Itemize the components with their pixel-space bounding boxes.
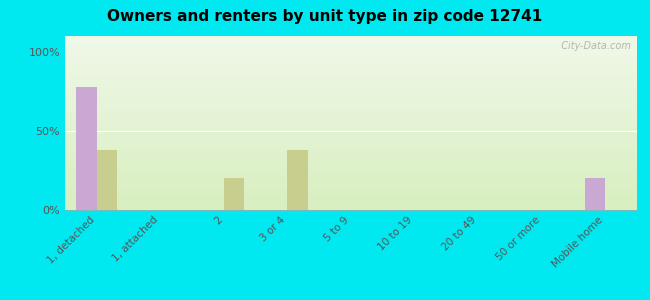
Text: City-Data.com: City-Data.com [555, 41, 631, 51]
Bar [77, 87, 97, 210]
Bar [224, 178, 244, 210]
Bar [585, 178, 605, 210]
Text: Owners and renters by unit type in zip code 12741: Owners and renters by unit type in zip c… [107, 9, 543, 24]
Bar [287, 150, 308, 210]
Bar [97, 150, 117, 210]
